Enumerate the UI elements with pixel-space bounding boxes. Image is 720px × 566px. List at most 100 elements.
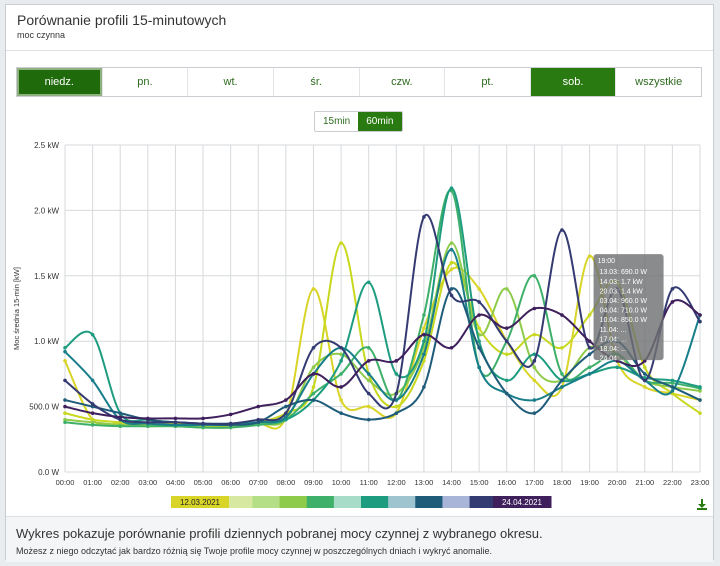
- data-point: [366, 391, 371, 396]
- day-button[interactable]: pt.: [445, 68, 531, 96]
- data-point: [394, 391, 399, 396]
- data-point: [311, 398, 316, 402]
- data-point: [449, 267, 454, 272]
- data-point: [477, 300, 481, 304]
- data-point: [339, 385, 343, 389]
- data-point: [504, 339, 509, 343]
- day-button[interactable]: niedz.: [17, 68, 103, 96]
- day-button[interactable]: wt.: [188, 68, 274, 96]
- data-point: [90, 332, 95, 337]
- tooltip-box: [593, 254, 664, 361]
- data-point: [366, 280, 371, 285]
- data-point: [339, 372, 343, 376]
- resolution-button[interactable]: 15min: [323, 116, 351, 127]
- range-end-label: 24.04.2021: [502, 498, 543, 507]
- data-point: [256, 417, 261, 422]
- data-point: [670, 385, 675, 389]
- data-point: [228, 425, 233, 430]
- data-point: [90, 411, 95, 415]
- legend-swatch: [469, 496, 498, 508]
- data-point: [63, 378, 67, 383]
- x-tick-label: 06:00: [221, 478, 240, 487]
- data-point: [449, 260, 454, 265]
- x-tick-label: 17:00: [525, 478, 544, 487]
- data-point: [504, 391, 509, 396]
- data-point: [311, 287, 316, 291]
- data-point: [587, 372, 592, 376]
- legend-swatch: [333, 496, 362, 508]
- tooltip-row: 17.04: ...: [600, 336, 627, 343]
- data-point: [118, 417, 123, 422]
- data-point: [642, 376, 647, 380]
- tooltip-row: 04.04: 710.0 W: [600, 308, 648, 315]
- data-point: [449, 293, 454, 298]
- line-chart: 0.0 W 500.0 W 1.0 kW 1.5 kW 2.0 kW 2.5 kW 00:0…: [12, 141, 709, 508]
- x-tick-label: 07:00: [249, 478, 268, 487]
- day-button[interactable]: wszystkie: [635, 76, 683, 88]
- legend-swatch: [415, 496, 443, 508]
- x-tick-label: 12:00: [387, 478, 406, 487]
- data-point: [532, 332, 537, 337]
- x-tick-label: 11:00: [360, 478, 378, 487]
- data-point: [670, 300, 675, 304]
- data-point: [63, 420, 67, 425]
- data-point: [146, 420, 150, 425]
- legend-swatch: [225, 496, 253, 508]
- data-point: [587, 254, 592, 258]
- data-point: [422, 359, 426, 363]
- legend-swatch: [388, 496, 416, 508]
- data-point: [532, 378, 537, 383]
- y-axis-label: Moc średnia 15-min [kW]: [12, 267, 21, 350]
- x-tick-label: 14:00: [442, 478, 461, 487]
- data-point: [422, 385, 426, 389]
- day-button[interactable]: czw.: [360, 68, 446, 96]
- data-point: [63, 359, 67, 363]
- y-tick-label: 2.0 kW: [34, 206, 59, 215]
- data-point: [366, 404, 371, 409]
- day-button[interactable]: sob.: [530, 68, 617, 96]
- y-tick-label: 1.5 kW: [34, 272, 59, 281]
- data-point: [311, 365, 316, 370]
- data-point: [339, 411, 343, 415]
- resolution-toggle: 15min 60min: [314, 111, 403, 132]
- data-point: [422, 326, 426, 330]
- data-point: [366, 345, 371, 350]
- x-tick-label: 13:00: [415, 478, 434, 487]
- data-point: [615, 365, 619, 370]
- y-tick-label: 1.0 kW: [34, 337, 59, 346]
- data-point: [422, 332, 426, 337]
- data-point: [256, 423, 261, 427]
- data-point: [256, 420, 261, 425]
- data-point: [449, 287, 454, 291]
- data-point: [504, 378, 509, 383]
- x-tick-label: 03:00: [138, 478, 157, 487]
- info-footer: Wykres pokazuje porównanie profili dzien…: [6, 516, 713, 562]
- data-point: [532, 274, 537, 278]
- resolution-button[interactable]: 60min: [358, 112, 402, 131]
- data-point: [449, 186, 454, 190]
- x-tick-label: 22:00: [663, 478, 682, 487]
- data-point: [339, 359, 343, 363]
- data-point: [422, 313, 426, 317]
- data-point: [118, 424, 123, 429]
- panel-header: Porównanie profili 15-minutowych moc czy…: [6, 5, 713, 51]
- data-point: [532, 411, 537, 415]
- download-icon[interactable]: [696, 498, 708, 510]
- data-point: [394, 372, 399, 376]
- data-point: [284, 415, 288, 419]
- day-button[interactable]: śr.: [274, 68, 360, 96]
- data-point: [698, 411, 702, 415]
- data-point: [90, 402, 95, 406]
- data-point: [477, 326, 481, 330]
- day-button[interactable]: pn.: [103, 68, 189, 96]
- data-point: [284, 398, 288, 402]
- data-point: [366, 359, 371, 363]
- x-tick-label: 19:00: [580, 478, 599, 487]
- data-point: [284, 411, 288, 415]
- x-tick-label: 01:00: [83, 478, 102, 487]
- data-point: [587, 339, 592, 343]
- data-point: [63, 349, 67, 354]
- data-point: [698, 385, 702, 389]
- range-end-box: [493, 496, 551, 508]
- data-point: [670, 389, 675, 393]
